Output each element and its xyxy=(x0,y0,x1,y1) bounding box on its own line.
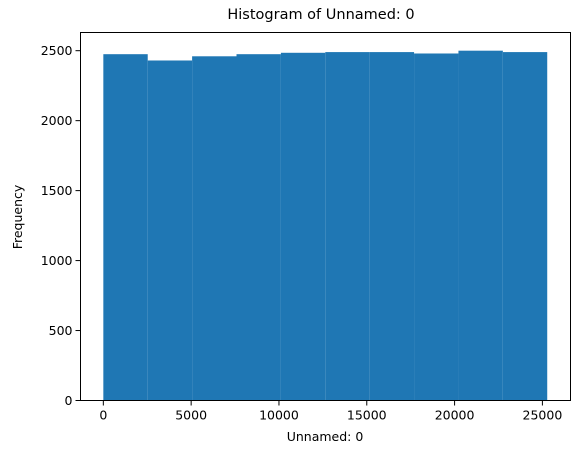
x-tick-label: 20000 xyxy=(435,408,475,423)
bars-group xyxy=(103,50,548,401)
histogram-bar xyxy=(369,52,415,401)
histogram-bar xyxy=(147,60,193,401)
y-tick-label: 500 xyxy=(49,323,73,338)
histogram-bar xyxy=(325,52,370,401)
y-tick-label: 1000 xyxy=(41,253,73,268)
x-tick-label: 15000 xyxy=(347,408,387,423)
x-tick-label: 10000 xyxy=(259,408,299,423)
x-tick-label: 5000 xyxy=(175,408,207,423)
x-tick-label: 0 xyxy=(99,408,107,423)
histogram-bar xyxy=(458,50,503,401)
y-tick-label: 0 xyxy=(65,393,73,408)
histogram-bar xyxy=(502,52,548,401)
histogram-bar xyxy=(280,52,326,401)
y-axis-ticks: 0 500 1000 1500 2000 2500 xyxy=(41,43,81,408)
y-tick-label: 1500 xyxy=(41,183,73,198)
y-tick-label: 2500 xyxy=(41,43,73,58)
y-axis-title: Frequency xyxy=(10,184,25,249)
y-tick-label: 2000 xyxy=(41,113,73,128)
histogram-bar xyxy=(414,53,459,401)
x-axis-ticks: 0 5000 10000 15000 20000 25000 xyxy=(99,400,563,423)
plot-frame xyxy=(80,32,571,401)
x-axis-title: Unnamed: 0 xyxy=(287,429,364,444)
x-tick-label: 25000 xyxy=(523,408,563,423)
histogram-bar xyxy=(103,54,148,401)
histogram-bar xyxy=(192,56,237,401)
chart-title: Histogram of Unnamed: 0 xyxy=(227,7,414,23)
histogram-bar xyxy=(236,54,281,401)
